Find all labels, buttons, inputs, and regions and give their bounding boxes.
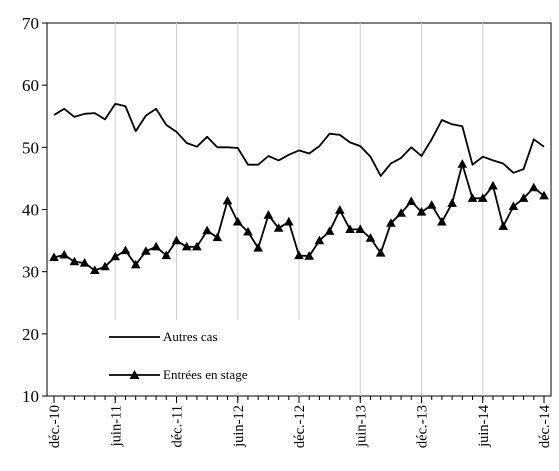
- legend-box: [98, 320, 310, 392]
- data-point-marker: [79, 258, 90, 267]
- data-point-marker: [192, 241, 202, 251]
- data-point-marker: [457, 159, 468, 168]
- data-point-marker: [365, 233, 376, 242]
- data-point-marker: [151, 241, 161, 251]
- data-point-marker: [110, 251, 120, 261]
- data-point-marker: [161, 250, 172, 260]
- y-tick-label: 10: [22, 387, 39, 406]
- data-point-marker: [324, 226, 335, 235]
- series-layer: [49, 102, 549, 274]
- data-point-marker: [335, 205, 345, 214]
- data-point-marker: [253, 243, 263, 252]
- x-tick-label: juin-13: [353, 405, 369, 448]
- x-tick-label: déc.-14: [537, 404, 553, 448]
- data-point-marker: [304, 251, 314, 260]
- y-axis: 10 20 30 40 50 60 70: [22, 14, 47, 406]
- data-point-marker: [90, 265, 100, 274]
- y-tick-label: 60: [22, 76, 39, 95]
- legend-label-entrees-en-stage: Entrées en stage: [163, 367, 248, 382]
- data-point-marker: [69, 256, 80, 266]
- data-point-marker: [539, 190, 549, 200]
- data-point-marker: [416, 207, 427, 216]
- y-tick-label: 40: [22, 201, 39, 220]
- y-tick-label: 20: [22, 325, 39, 344]
- x-tick-label: juin-14: [476, 404, 492, 448]
- data-point-marker: [437, 216, 447, 226]
- data-point-marker: [59, 249, 69, 259]
- data-point-marker: [488, 180, 498, 190]
- data-point-marker: [263, 210, 274, 219]
- data-point-marker: [355, 224, 366, 233]
- data-point-marker: [100, 261, 110, 271]
- data-point-marker: [171, 235, 182, 245]
- data-point-marker: [212, 232, 223, 242]
- data-point-marker: [294, 250, 304, 260]
- data-point-marker: [120, 245, 131, 255]
- y-tick-label: 70: [22, 14, 39, 33]
- data-point-marker: [314, 235, 325, 245]
- series-line-autres-cas: [53, 102, 545, 177]
- data-point-marker: [202, 225, 212, 235]
- data-point-marker: [345, 224, 355, 233]
- x-tick-label: juin-11: [108, 405, 124, 447]
- data-point-marker: [375, 248, 386, 257]
- data-point-marker: [141, 246, 151, 255]
- data-point-marker: [396, 208, 406, 217]
- data-point-marker: [477, 193, 488, 202]
- y-tick-label: 50: [22, 138, 39, 157]
- data-point-marker: [498, 221, 508, 230]
- data-point-marker: [284, 216, 294, 226]
- legend: Autres cas Entrées en stage: [98, 320, 310, 392]
- data-point-marker: [386, 218, 396, 227]
- data-point-marker: [518, 193, 529, 202]
- data-point-marker: [467, 193, 478, 202]
- x-tick-label: déc.-13: [415, 405, 431, 448]
- data-point-marker: [181, 241, 192, 251]
- data-point-marker: [243, 226, 253, 236]
- x-tick-label: déc.-10: [47, 405, 63, 448]
- data-point-marker: [232, 216, 243, 226]
- legend-label-autres-cas: Autres cas: [163, 329, 218, 344]
- x-tick-label: déc.-11: [170, 405, 186, 448]
- y-tick-label: 30: [22, 263, 39, 282]
- data-point-marker: [130, 259, 141, 269]
- data-point-marker: [529, 182, 539, 192]
- data-point-marker: [426, 200, 437, 209]
- data-point-marker: [222, 195, 233, 205]
- x-tick-label: déc.-12: [292, 405, 308, 448]
- data-point-marker: [273, 223, 284, 232]
- x-tick-label: juin-12: [231, 405, 247, 448]
- data-point-marker: [49, 252, 59, 261]
- data-point-marker: [406, 196, 417, 205]
- x-axis: déc.-10 juin-11 déc.-11 juin-12 déc.-12 juin-…: [47, 396, 553, 448]
- legend-triangle-marker: [129, 370, 140, 379]
- data-point-marker: [447, 198, 457, 207]
- data-point-marker: [508, 201, 519, 210]
